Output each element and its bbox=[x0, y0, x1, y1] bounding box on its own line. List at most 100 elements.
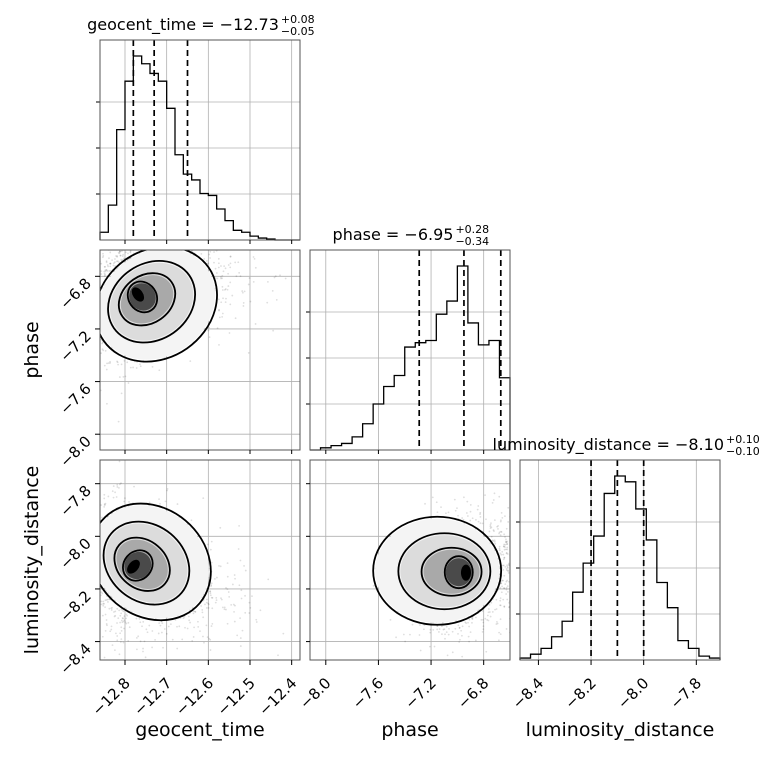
sample-point bbox=[544, 539, 546, 541]
sample-point bbox=[582, 556, 584, 558]
sample-point bbox=[210, 584, 213, 587]
sample-point bbox=[67, 537, 69, 539]
sample-point bbox=[207, 607, 210, 609]
sample-point bbox=[505, 586, 508, 589]
sample-point bbox=[260, 664, 262, 666]
sample-point bbox=[515, 559, 517, 561]
sample-point bbox=[96, 591, 98, 593]
sample-point bbox=[93, 263, 95, 265]
sample-point bbox=[487, 611, 490, 614]
sample-point bbox=[64, 340, 66, 342]
sample-point bbox=[148, 207, 150, 209]
sample-point bbox=[113, 615, 116, 618]
sample-point bbox=[540, 534, 542, 536]
sample-point bbox=[71, 311, 73, 313]
sample-point bbox=[161, 233, 163, 235]
sample-point bbox=[209, 638, 212, 641]
sample-point bbox=[626, 549, 628, 551]
sample-point bbox=[499, 618, 502, 621]
sample-point bbox=[266, 301, 269, 304]
sample-point bbox=[534, 552, 536, 554]
sample-point bbox=[496, 620, 498, 623]
sample-point bbox=[461, 625, 464, 628]
sample-point bbox=[74, 268, 76, 270]
sample-point bbox=[117, 251, 120, 254]
sample-point bbox=[105, 260, 108, 262]
sample-point bbox=[234, 577, 236, 580]
sample-point bbox=[79, 312, 81, 314]
sample-point bbox=[114, 225, 116, 227]
sample-point bbox=[197, 241, 199, 243]
sample-point bbox=[159, 624, 162, 627]
sample-point bbox=[469, 631, 472, 633]
sample-point bbox=[550, 465, 552, 467]
sample-point bbox=[566, 547, 568, 549]
sample-point bbox=[503, 587, 505, 589]
sample-point bbox=[140, 247, 142, 249]
sample-point bbox=[547, 554, 549, 556]
sample-point bbox=[81, 261, 83, 263]
sample-point bbox=[97, 355, 99, 357]
sample-point bbox=[575, 554, 577, 556]
sample-point bbox=[582, 528, 584, 530]
sample-point bbox=[492, 529, 495, 531]
sample-point bbox=[105, 268, 108, 271]
sample-point bbox=[211, 622, 214, 625]
sample-point bbox=[95, 602, 97, 604]
sample-point bbox=[116, 486, 119, 488]
sample-point bbox=[536, 547, 538, 549]
sample-point bbox=[49, 483, 51, 485]
sample-point bbox=[534, 566, 536, 568]
sample-point bbox=[95, 544, 97, 546]
sample-point bbox=[243, 290, 246, 293]
sample-point bbox=[240, 589, 243, 592]
sample-point bbox=[503, 543, 506, 546]
sample-point bbox=[569, 571, 571, 573]
sample-point bbox=[84, 575, 86, 577]
sample-point bbox=[120, 482, 122, 485]
sample-point bbox=[102, 252, 104, 255]
sample-point bbox=[218, 343, 220, 346]
sample-point bbox=[259, 609, 262, 612]
sample-point bbox=[191, 235, 193, 237]
sample-point bbox=[105, 261, 108, 264]
sample-point bbox=[436, 625, 439, 628]
sample-point bbox=[518, 550, 520, 552]
sample-point bbox=[177, 243, 179, 245]
sample-point bbox=[572, 509, 574, 511]
sample-point bbox=[461, 666, 463, 668]
sample-point bbox=[109, 630, 112, 633]
sample-point bbox=[111, 490, 114, 493]
sample-point bbox=[499, 604, 502, 607]
sample-point bbox=[217, 266, 220, 269]
sample-point bbox=[82, 584, 84, 586]
sample-point bbox=[108, 270, 111, 272]
sample-point bbox=[103, 503, 106, 506]
sample-point bbox=[163, 211, 165, 213]
sample-point bbox=[131, 220, 133, 222]
sample-point bbox=[98, 541, 100, 543]
sample-point bbox=[193, 626, 195, 629]
sample-point bbox=[118, 653, 121, 656]
sample-point bbox=[226, 588, 229, 591]
sample-point bbox=[138, 238, 140, 240]
sample-point bbox=[91, 538, 93, 540]
sample-point bbox=[578, 502, 580, 504]
sample-point bbox=[122, 376, 125, 378]
sample-point bbox=[244, 569, 247, 572]
sample-point bbox=[192, 610, 195, 613]
sample-point bbox=[284, 277, 287, 280]
sample-point bbox=[115, 255, 117, 257]
sample-point bbox=[117, 234, 119, 236]
sample-point bbox=[95, 301, 97, 303]
contour-line bbox=[122, 549, 154, 582]
sample-point bbox=[548, 519, 550, 521]
sample-point bbox=[448, 627, 450, 630]
sample-point bbox=[458, 626, 461, 629]
sample-point bbox=[238, 271, 241, 274]
sample-point bbox=[101, 635, 104, 638]
sample-point bbox=[505, 527, 508, 530]
sample-point bbox=[464, 621, 467, 624]
sample-point bbox=[92, 326, 94, 328]
sample-point bbox=[534, 544, 536, 546]
